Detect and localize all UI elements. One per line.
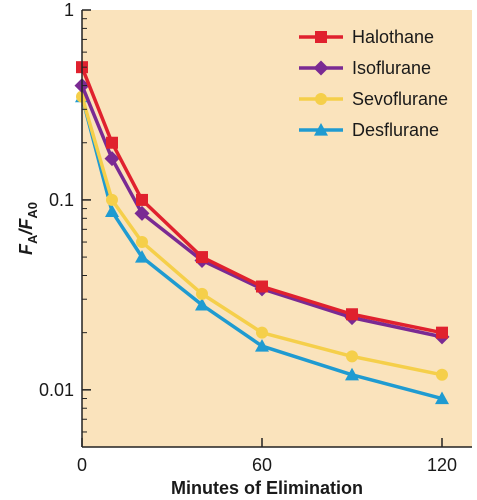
data-point-sevoflurane (136, 236, 148, 249)
data-point-halothane (436, 326, 448, 339)
y-tick-label: 0.1 (49, 190, 74, 210)
legend-marker-isoflurane (313, 60, 329, 76)
series-halothane (76, 61, 448, 339)
y-tick-label: 0.01 (39, 380, 74, 400)
legend-item-isoflurane: Isoflurane (299, 58, 431, 78)
data-point-halothane (346, 308, 358, 321)
data-point-sevoflurane (436, 368, 448, 381)
data-point-halothane (196, 251, 208, 264)
legend-label-halothane: Halothane (352, 27, 434, 47)
x-tick-label: 60 (252, 455, 272, 475)
legend-marker-desflurane (314, 123, 328, 136)
data-point-halothane (106, 136, 118, 149)
data-point-desflurane (105, 204, 119, 218)
legend-label-desflurane: Desflurane (352, 120, 439, 140)
plot-area (82, 10, 472, 447)
legend-item-desflurane: Desflurane (299, 120, 439, 140)
y-tick-label: 1 (64, 0, 74, 20)
data-point-halothane (256, 280, 268, 293)
data-point-halothane (136, 193, 148, 206)
data-point-desflurane (255, 339, 269, 352)
legend-item-halothane: Halothane (299, 27, 434, 47)
data-point-desflurane (345, 367, 359, 381)
y-axis-title-f2: /F (16, 218, 36, 236)
y-axis-title-sub1: A (25, 234, 40, 244)
data-point-desflurane (195, 297, 209, 311)
data-point-desflurane (135, 250, 149, 263)
x-axis-title: Minutes of Elimination (171, 478, 363, 498)
legend-marker-sevoflurane (315, 93, 327, 105)
y-axis-title: FA/FA0 (16, 202, 40, 255)
legend-marker-halothane (315, 31, 327, 43)
x-tick-label: 0 (77, 455, 87, 475)
series-layer (74, 61, 450, 405)
y-axis-title-sub2: A0 (25, 202, 40, 219)
x-tick-label: 120 (427, 455, 457, 475)
data-point-desflurane (435, 391, 449, 405)
legend-label-sevoflurane: Sevoflurane (352, 89, 448, 109)
series-sevoflurane (76, 90, 448, 381)
legend-label-isoflurane: Isoflurane (352, 58, 431, 78)
data-point-isoflurane (104, 151, 120, 167)
data-point-sevoflurane (346, 350, 358, 363)
legend-item-sevoflurane: Sevoflurane (299, 89, 448, 109)
data-point-sevoflurane (256, 326, 268, 339)
axes-layer: 1 0.1 0.01 0 60 120 (39, 0, 472, 475)
data-point-sevoflurane (196, 287, 208, 300)
legend: Halothane Isoflurane Sevoflurane Desflurane (299, 27, 448, 140)
data-point-isoflurane (134, 205, 150, 221)
y-axis-title-f1: F (16, 243, 36, 255)
data-point-sevoflurane (106, 193, 118, 206)
